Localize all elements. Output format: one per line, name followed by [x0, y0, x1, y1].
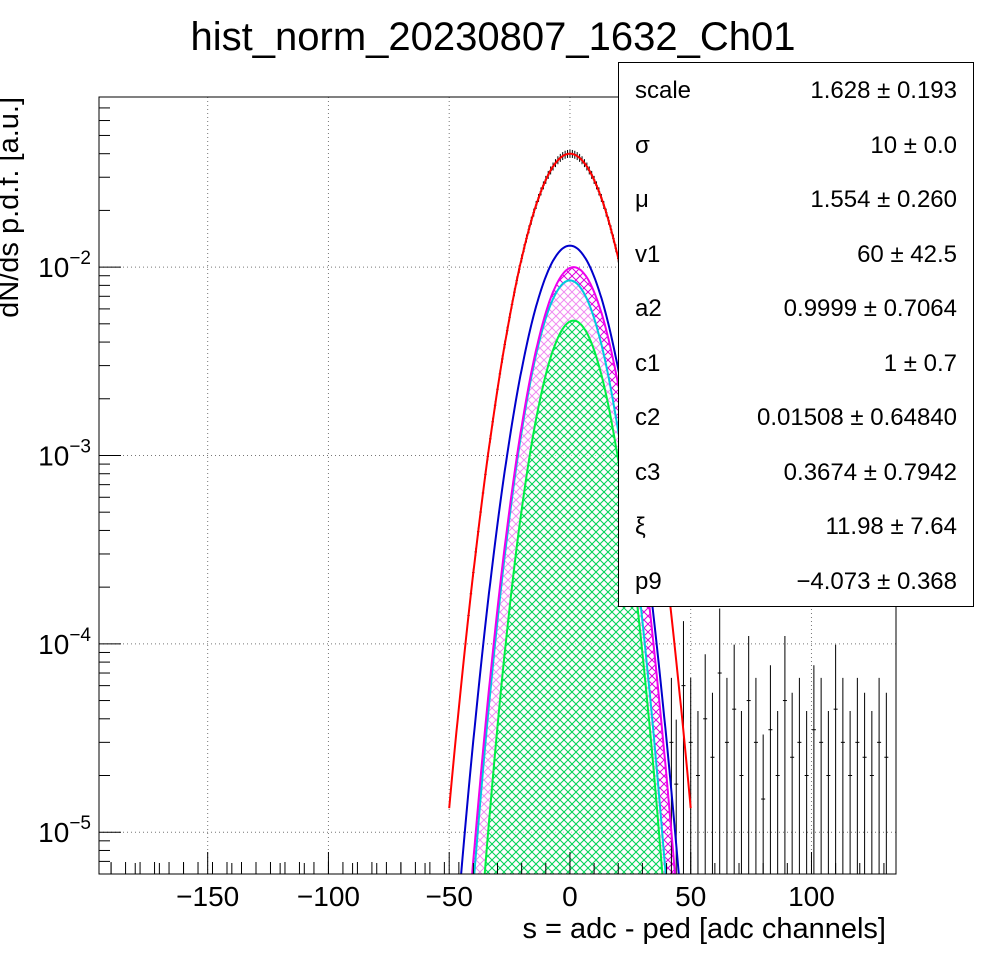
x-tick-label: −150 [176, 881, 239, 912]
stat-value: 10 ± 0.0 [870, 131, 957, 159]
stat-value: 1.554 ± 0.260 [810, 186, 957, 213]
y-tick-label: 10−3 [38, 436, 91, 471]
stat-row: σ 10 ± 0.0 [619, 118, 973, 172]
stat-row: c2 0.01508 ± 0.64840 [619, 390, 973, 444]
x-tick-labels: −150 −100 −50 0 50 100 [176, 881, 835, 912]
y-tick-exponent: −2 [69, 248, 91, 269]
x-tick-label: 50 [675, 881, 706, 912]
y-tick-label: 10−5 [38, 813, 91, 848]
stat-value: 60 ± 42.5 [857, 240, 957, 268]
stat-value: 1.628 ± 0.193 [810, 77, 957, 104]
axis-ticks [99, 96, 885, 875]
stat-value: 0.9999 ± 0.7064 [783, 295, 957, 322]
stat-row: c1 1 ± 0.7 [619, 336, 973, 390]
y-tick-labels: 10−210−310−410−5 [38, 248, 91, 848]
x-tick-label: 100 [788, 881, 835, 912]
stat-name: μ [635, 186, 649, 213]
stat-name: a2 [635, 295, 662, 322]
chart-title: hist_norm_20230807_1632_Ch01 [191, 15, 796, 59]
fit-stats-box: scale 1.628 ± 0.193 σ 10 ± 0.0 μ 1.554 ± 0.26… [618, 62, 974, 607]
stat-name: v1 [635, 240, 661, 268]
stat-value: 1 ± 0.7 [883, 349, 957, 377]
stat-row: μ 1.554 ± 0.260 [619, 172, 973, 226]
stat-row: v1 60 ± 42.5 [619, 227, 973, 281]
y-tick-base: 10 [38, 440, 69, 471]
stat-name: ξ [635, 513, 646, 540]
stat-name: c2 [635, 404, 661, 431]
stat-row: p9 −4.073 ± 0.368 [619, 554, 973, 608]
stat-name: c3 [635, 458, 661, 486]
stat-value: 0.3674 ± 0.7942 [783, 458, 957, 486]
y-tick-base: 10 [38, 629, 69, 660]
x-tick-label: −50 [425, 881, 473, 912]
stat-name: scale [635, 77, 692, 104]
stat-row: c3 0.3674 ± 0.7942 [619, 445, 973, 499]
y-tick-base: 10 [38, 817, 69, 848]
y-tick-exponent: −4 [69, 625, 91, 646]
y-tick-base: 10 [38, 252, 69, 283]
y-tick-label: 10−4 [38, 625, 91, 660]
x-tick-label: 0 [562, 881, 578, 912]
stat-row: a2 0.9999 ± 0.7064 [619, 281, 973, 335]
stat-value: −4.073 ± 0.368 [796, 567, 957, 595]
x-tick-label: −100 [297, 881, 360, 912]
stat-name: p9 [635, 567, 662, 595]
stat-name: c1 [635, 349, 661, 377]
stat-name: σ [635, 131, 650, 159]
y-axis-label: dN/ds p.d.f. [a.u.] [0, 97, 25, 318]
stat-value: 0.01508 ± 0.64840 [756, 404, 957, 431]
y-tick-exponent: −5 [69, 813, 91, 834]
stat-value: 11.98 ± 7.64 [825, 513, 958, 540]
stat-row: scale 1.628 ± 0.193 [619, 63, 973, 117]
x-axis-label: s = adc - ped [adc channels] [522, 913, 886, 945]
y-tick-exponent: −3 [69, 436, 91, 457]
stat-row: ξ 11.98 ± 7.64 [619, 499, 973, 553]
y-tick-label: 10−2 [38, 248, 91, 283]
